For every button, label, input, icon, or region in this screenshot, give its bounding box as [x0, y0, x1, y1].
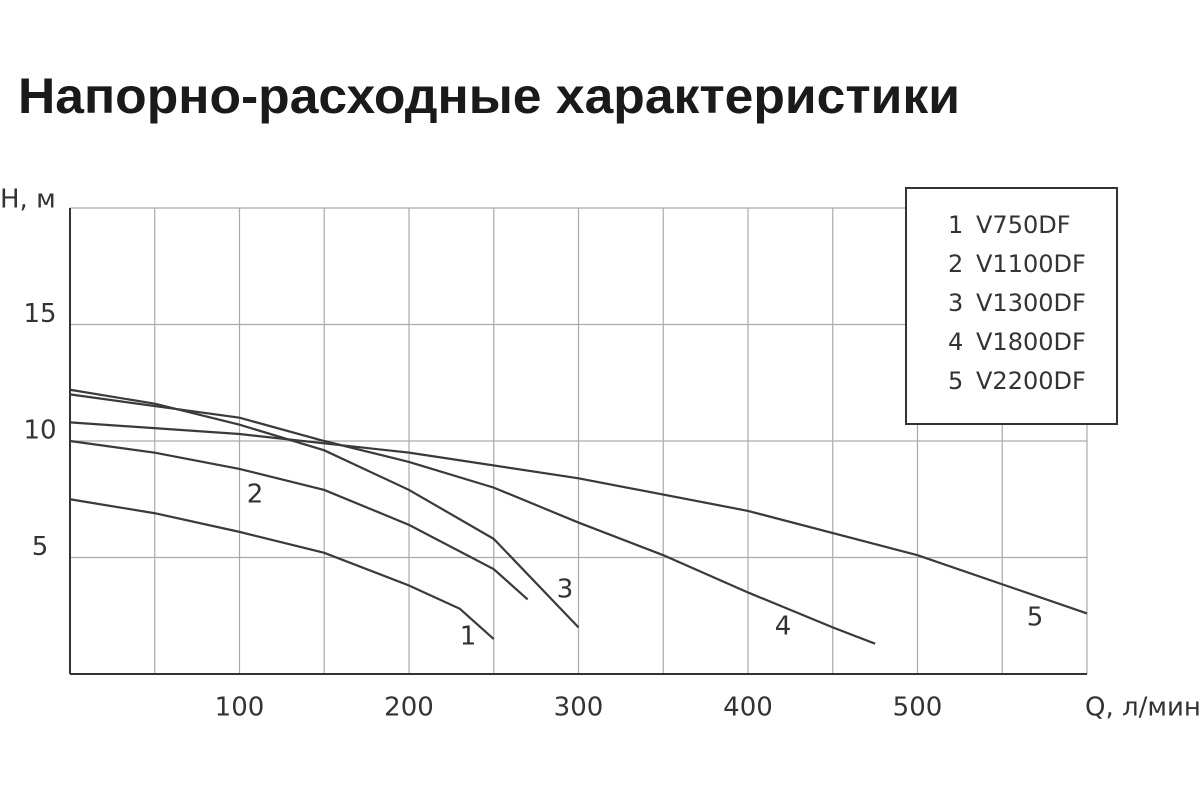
curve-label: 4 — [775, 612, 792, 642]
x-axis-label: Q, л/мин — [1085, 693, 1200, 723]
chart-title: Напорно-расходные характеристики — [18, 68, 960, 124]
legend-number: 1 — [948, 211, 963, 239]
legend-number: 4 — [948, 328, 963, 356]
x-tick-label: 400 — [723, 693, 773, 723]
legend-label: V1800DF — [976, 328, 1086, 356]
y-tick-label: 5 — [32, 532, 49, 562]
legend-label: V1100DF — [976, 250, 1086, 278]
y-tick-label: 10 — [23, 416, 56, 446]
legend-number: 3 — [948, 289, 963, 317]
x-tick-label: 500 — [893, 693, 943, 723]
curve — [69, 393, 876, 645]
y-axis-label: H, м — [0, 185, 56, 215]
curve — [69, 498, 495, 640]
legend-label: V750DF — [976, 211, 1071, 239]
curve — [69, 439, 529, 601]
y-tick-label: 15 — [23, 299, 56, 329]
legend-box — [905, 187, 1118, 425]
curve — [69, 421, 1088, 615]
curve-label: 1 — [460, 622, 477, 652]
x-tick-label: 200 — [384, 693, 434, 723]
legend-number: 5 — [948, 367, 963, 395]
curve-label: 5 — [1027, 603, 1044, 633]
x-tick-label: 100 — [215, 693, 265, 723]
curve-label: 2 — [247, 480, 264, 510]
curve — [69, 388, 580, 629]
x-tick-label: 300 — [554, 693, 604, 723]
legend-label: V2200DF — [976, 367, 1086, 395]
legend-label: V1300DF — [976, 289, 1086, 317]
curve-label: 3 — [557, 575, 574, 605]
legend-number: 2 — [948, 250, 963, 278]
